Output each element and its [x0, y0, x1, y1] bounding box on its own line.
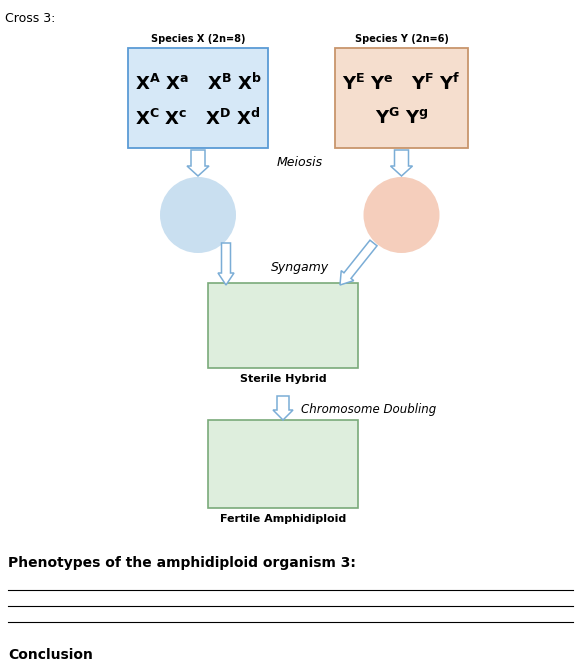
Text: Species X (2n=8): Species X (2n=8) — [150, 34, 245, 44]
Polygon shape — [187, 150, 209, 176]
Polygon shape — [340, 240, 377, 285]
FancyBboxPatch shape — [208, 283, 358, 368]
Text: Species Y (2n=6): Species Y (2n=6) — [354, 34, 449, 44]
Text: Sterile Hybrid: Sterile Hybrid — [240, 374, 327, 384]
Polygon shape — [390, 150, 413, 176]
Circle shape — [160, 177, 236, 253]
Text: Cross 3:: Cross 3: — [5, 12, 55, 25]
Text: Meiosis: Meiosis — [277, 156, 323, 170]
Text: Syngamy: Syngamy — [271, 261, 329, 275]
Text: $\mathbf{X}^{\mathbf{C}}\ \mathbf{X}^{\mathbf{c}}$   $\mathbf{X}^{\mathbf{D}}\ \: $\mathbf{X}^{\mathbf{C}}\ \mathbf{X}^{\m… — [135, 108, 261, 129]
Polygon shape — [218, 243, 234, 285]
FancyBboxPatch shape — [335, 48, 468, 148]
Circle shape — [364, 177, 439, 253]
Text: $\mathbf{Y}^{\mathbf{E}}\ \mathbf{Y}^{\mathbf{e}}$   $\mathbf{Y}^{\mathbf{F}}\ \: $\mathbf{Y}^{\mathbf{E}}\ \mathbf{Y}^{\m… — [342, 72, 461, 94]
Text: Fertile Amphidiploid: Fertile Amphidiploid — [220, 514, 346, 524]
Text: Conclusion: Conclusion — [8, 648, 93, 662]
FancyBboxPatch shape — [128, 48, 268, 148]
Polygon shape — [273, 396, 293, 420]
FancyBboxPatch shape — [208, 420, 358, 508]
Text: $\mathbf{Y}^{\mathbf{G}}\ \mathbf{Y}^{\mathbf{g}}$: $\mathbf{Y}^{\mathbf{G}}\ \mathbf{Y}^{\m… — [375, 108, 428, 128]
Text: $\mathbf{X}^{\mathbf{A}}\ \mathbf{X}^{\mathbf{a}}$   $\mathbf{X}^{\mathbf{B}}\ \: $\mathbf{X}^{\mathbf{A}}\ \mathbf{X}^{\m… — [135, 72, 261, 94]
Text: Chromosome Doubling: Chromosome Doubling — [301, 403, 436, 417]
Text: Phenotypes of the amphidiploid organism 3:: Phenotypes of the amphidiploid organism … — [8, 556, 356, 570]
